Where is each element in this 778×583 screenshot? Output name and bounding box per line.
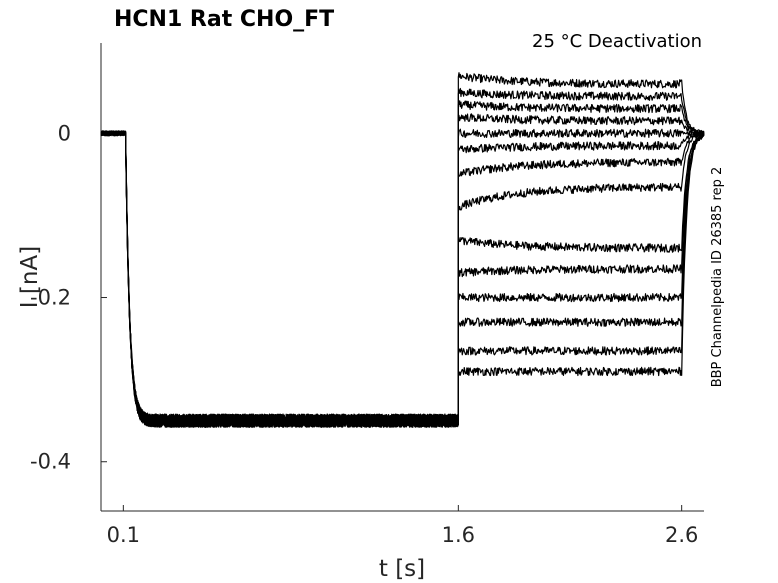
current-trace-14	[100, 130, 705, 428]
chart-title: HCN1 Rat CHO_FT	[114, 7, 334, 32]
y-tick-label: -0.2	[30, 286, 71, 310]
current-trace-9	[100, 130, 705, 428]
y-axis-label: I [nA]	[17, 246, 43, 308]
x-tick-label: 0.1	[107, 523, 140, 547]
y-axis-ticks: 0 -0.2 -0.4	[30, 121, 107, 474]
current-trace-7	[100, 130, 705, 428]
current-trace-11	[100, 130, 705, 428]
y-tick-label: -0.4	[30, 450, 71, 474]
current-trace-3	[100, 100, 705, 428]
current-trace-5	[100, 128, 705, 428]
current-traces	[100, 72, 705, 428]
current-trace-6	[100, 130, 705, 428]
current-trace-8	[100, 130, 705, 428]
current-trace-10	[100, 130, 705, 428]
y-tick-label: 0	[58, 121, 71, 145]
x-axis-label: t [s]	[379, 556, 425, 582]
chart-subtitle: 25 °C Deactivation	[532, 31, 702, 52]
channelpedia-id-note: BBP Channelpedia ID 26385 rep 2	[710, 167, 725, 388]
x-tick-label: 1.6	[442, 523, 475, 547]
current-trace-12	[100, 130, 705, 428]
x-tick-label: 2.6	[665, 523, 698, 547]
current-trace-2	[100, 87, 705, 428]
x-axis-ticks: 0.1 1.6 2.6	[107, 505, 698, 547]
current-trace-13	[100, 130, 705, 428]
